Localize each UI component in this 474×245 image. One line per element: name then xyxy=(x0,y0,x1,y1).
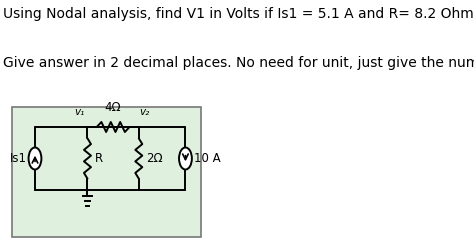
Text: 4Ω: 4Ω xyxy=(105,101,121,114)
Text: 10 A: 10 A xyxy=(193,152,220,165)
Text: Give answer in 2 decimal places. No need for unit, just give the numerical value: Give answer in 2 decimal places. No need… xyxy=(3,56,474,70)
Circle shape xyxy=(179,147,192,170)
Text: R: R xyxy=(95,152,103,165)
Text: Is1: Is1 xyxy=(10,152,27,165)
Bar xyxy=(12,107,201,237)
Text: Using Nodal analysis, find V1 in Volts if Is1 = 5.1 A and R= 8.2 Ohms.: Using Nodal analysis, find V1 in Volts i… xyxy=(3,7,474,21)
Text: v₁: v₁ xyxy=(74,107,84,117)
Text: v₂: v₂ xyxy=(139,107,150,117)
Text: 2Ω: 2Ω xyxy=(146,152,163,165)
Circle shape xyxy=(28,147,41,170)
